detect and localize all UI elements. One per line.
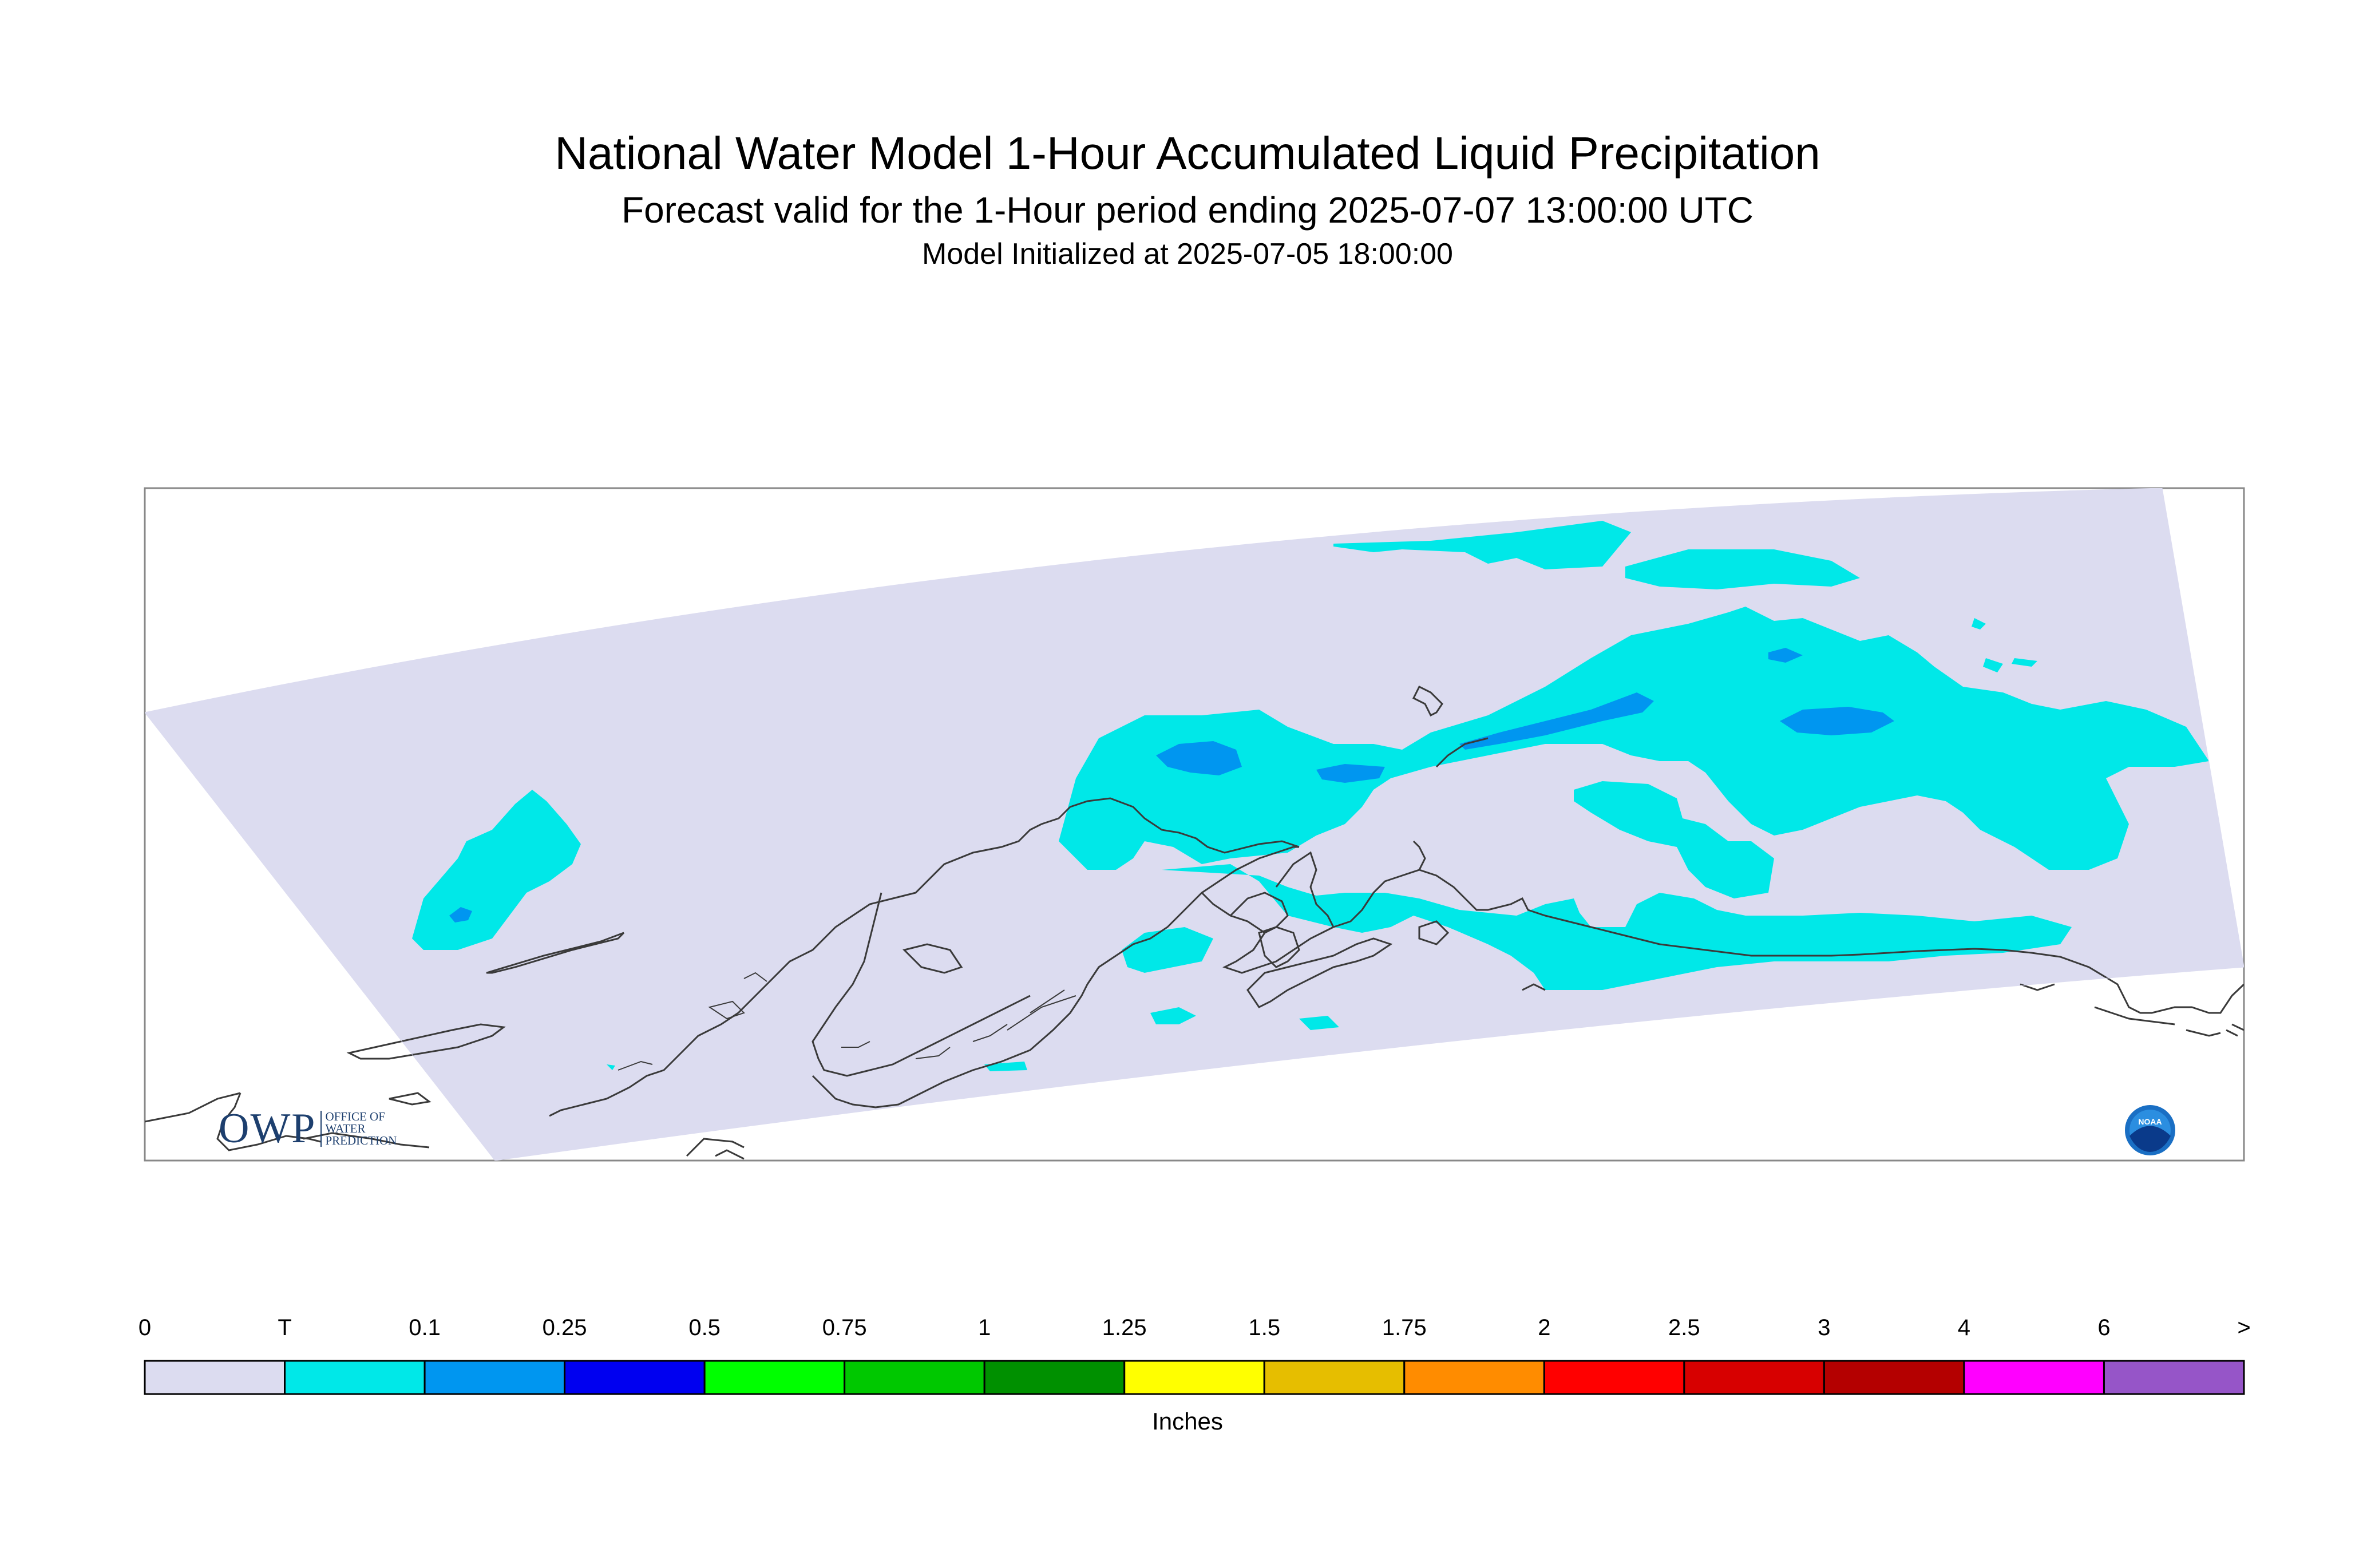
- legend-tick-label: 0.75: [822, 1315, 867, 1340]
- legend-tick-label: 1.5: [1248, 1315, 1281, 1340]
- legend-tick-label: 0.5: [688, 1315, 721, 1340]
- owp-logo: OWP OFFICE OF WATER PREDICTION: [219, 1104, 397, 1153]
- legend-swatch: [2103, 1360, 2245, 1395]
- legend-swatch: [1263, 1360, 1406, 1395]
- legend-swatch: [564, 1360, 706, 1395]
- coast-details: [618, 972, 1076, 1071]
- owp-logo-subtext: OFFICE OF WATER PREDICTION: [320, 1111, 397, 1147]
- legend-tick-label: 0.1: [409, 1315, 441, 1340]
- light-precip-areas: [449, 648, 1894, 922]
- legend-tick-label: 6: [2097, 1315, 2111, 1340]
- legend-tick-label: T: [278, 1315, 292, 1340]
- legend-colorbar: [144, 1360, 2245, 1395]
- legend-swatch: [423, 1360, 566, 1395]
- legend-tick-label: >: [2237, 1315, 2251, 1340]
- legend-swatch: [1123, 1360, 1265, 1395]
- legend-tick-label: 2.5: [1668, 1315, 1700, 1340]
- model-init-time: Model Initialized at 2025-07-05 18:00:00: [922, 237, 1453, 271]
- legend-tick-label: 4: [1957, 1315, 1971, 1340]
- legend-tick-label: 1.75: [1382, 1315, 1427, 1340]
- legend-tick-label: 1: [978, 1315, 991, 1340]
- trace-precip-areas: [412, 521, 2209, 1071]
- legend-swatch: [1543, 1360, 1685, 1395]
- legend-swatch: [144, 1360, 286, 1395]
- legend-swatch: [284, 1360, 426, 1395]
- legend-swatch: [1963, 1360, 2105, 1395]
- svg-text:NOAA: NOAA: [2138, 1117, 2162, 1126]
- legend-swatch: [703, 1360, 846, 1395]
- coastlines: [145, 685, 2244, 1160]
- map-title: National Water Model 1-Hour Accumulated …: [555, 128, 1820, 179]
- domain-edge: [145, 488, 2244, 1161]
- map-subtitle: Forecast valid for the 1-Hour period end…: [621, 189, 1754, 231]
- legend-tick-label: 3: [1818, 1315, 1831, 1340]
- legend-swatch: [844, 1360, 985, 1395]
- legend-swatch: [983, 1360, 1126, 1395]
- legend-units: Inches: [1152, 1408, 1223, 1435]
- owp-logo-text: OWP: [219, 1105, 316, 1152]
- legend-tick-label: 1.25: [1102, 1315, 1147, 1340]
- legend-swatch: [1403, 1360, 1545, 1395]
- legend-tick-label: 2: [1538, 1315, 1551, 1340]
- legend-tick-label: 0.25: [542, 1315, 587, 1340]
- legend-tick-label: 0: [138, 1315, 152, 1340]
- legend-swatch: [1683, 1360, 1825, 1395]
- noaa-logo: NOAA: [2125, 1105, 2175, 1155]
- legend-swatch: [1823, 1360, 1965, 1395]
